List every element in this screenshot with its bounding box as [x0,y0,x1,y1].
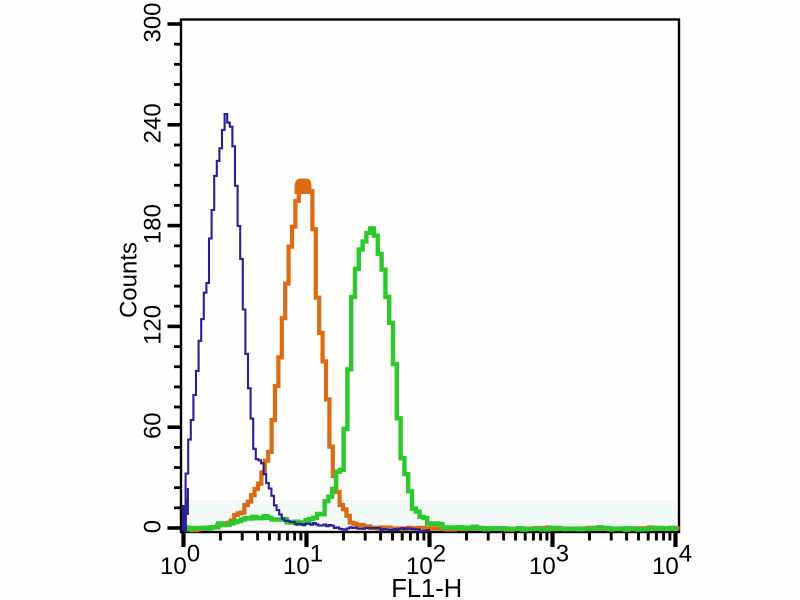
svg-text:300: 300 [140,2,167,42]
svg-text:Counts: Counts [116,242,143,318]
svg-text:FL1-H: FL1-H [391,575,462,600]
svg-text:180: 180 [140,204,167,244]
svg-text:60: 60 [140,412,167,439]
svg-text:120: 120 [140,305,167,345]
svg-text:0: 0 [140,520,167,533]
svg-text:240: 240 [140,103,167,143]
